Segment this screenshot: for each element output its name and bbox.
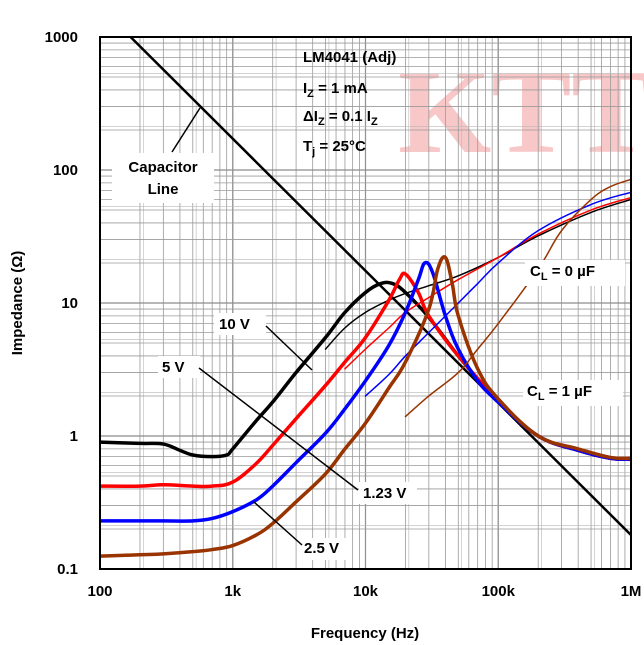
y-tick-label: 0.1 xyxy=(57,561,78,578)
watermark: KTT xyxy=(398,45,644,178)
series-line-7 xyxy=(100,255,631,558)
series-layer xyxy=(100,37,631,558)
conditions-block: LM4041 (Adj) IZ = 1 mA ΔIZ = 0.1 IZ Tj =… xyxy=(303,49,396,158)
leader-5v xyxy=(198,367,359,491)
label-25v: 2.5 V xyxy=(304,540,339,557)
x-axis-title: Frequency (Hz) xyxy=(311,625,419,642)
series-line-8 xyxy=(404,178,631,418)
x-tick-label: 1k xyxy=(224,583,241,600)
x-tick-label: 100 xyxy=(87,583,112,600)
y-tick-label: 1 xyxy=(70,428,78,445)
tj-label: Tj = 25°C xyxy=(303,138,366,158)
label-cl0-bg xyxy=(525,260,625,286)
series-line-6 xyxy=(364,191,631,397)
capacitor-line-label-bg xyxy=(112,153,214,203)
label-cl0: CL = 0 µF xyxy=(530,263,595,283)
label-25v-bg xyxy=(300,538,352,560)
series-line-2 xyxy=(324,198,631,350)
y-axis-title: Impedance (Ω) xyxy=(9,251,26,356)
tick-labels: 100 1k 10k 100k 1M 0.1 1 10 100 1000 xyxy=(45,29,642,600)
device-label: LM4041 (Adj) xyxy=(303,49,396,66)
label-5v-bg xyxy=(158,356,200,378)
x-tick-label: 1M xyxy=(621,583,642,600)
capacitor-line-label: Capacitor Line xyxy=(128,159,197,198)
series-line-0 xyxy=(129,37,631,537)
plot-frame xyxy=(99,36,632,570)
label-10v: 10 V xyxy=(219,316,250,333)
label-5v: 5 V xyxy=(162,359,185,376)
capacitor-line-leader xyxy=(171,107,201,153)
label-123v: 1.23 V xyxy=(363,485,406,502)
y-tick-label: 1000 xyxy=(45,29,78,46)
leader-10v xyxy=(265,325,313,371)
delta-iz-label: ΔIZ = 0.1 IZ xyxy=(303,108,378,128)
y-tick-label: 100 xyxy=(53,162,78,179)
series-line-4 xyxy=(344,196,631,370)
label-123v-bg xyxy=(359,482,417,504)
series-line-5 xyxy=(100,260,631,523)
x-tick-label: 10k xyxy=(353,583,379,600)
x-tick-label: 100k xyxy=(482,583,516,600)
leader-25v xyxy=(253,501,303,546)
curve-annotations: Capacitor Line 10 V 5 V 1.23 V 2.5 V CL =… xyxy=(112,107,625,560)
label-10v-bg xyxy=(214,313,266,335)
y-tick-label: 10 xyxy=(61,295,78,312)
label-cl1: CL = 1 µF xyxy=(527,383,592,403)
iz-label: IZ = 1 mA xyxy=(303,80,368,100)
label-cl1-bg xyxy=(523,380,623,406)
